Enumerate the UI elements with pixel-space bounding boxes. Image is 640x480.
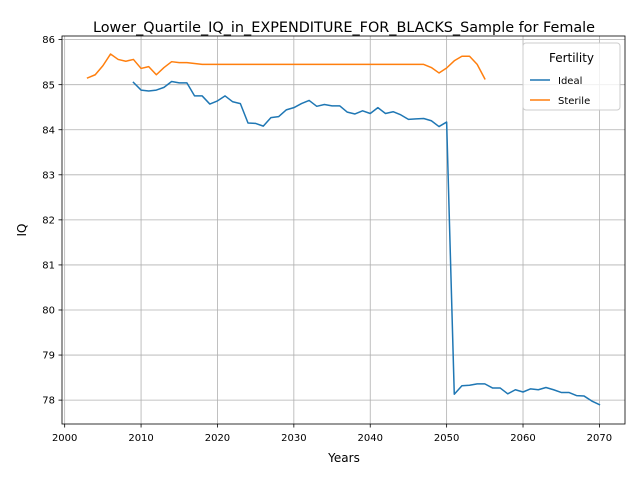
legend-entries: Ideal Sterile [530,76,590,107]
y-axis-label: IQ [15,224,29,237]
x-tick-label: 2040 [358,433,383,444]
x-axis-label: Years [327,451,360,465]
legend-label-ideal: Ideal [558,76,582,87]
x-tick-label: 2030 [281,433,306,444]
series-lines [86,53,601,406]
x-tick-label: 2000 [52,433,77,444]
y-tick-label: 85 [42,80,55,91]
legend-box [522,42,621,111]
legend-title: Fertility [549,51,594,65]
x-tick-label: 2010 [128,433,153,444]
y-tick-label: 82 [42,215,55,226]
y-tick-label: 80 [42,306,55,317]
axis-ticks: 2000 2010 2020 2030 2040 2050 2060 2070 78 79 80 81… [42,35,612,444]
y-tick-label: 84 [42,125,55,136]
x-tick-label: 2060 [510,433,535,444]
y-tick-label: 81 [42,261,55,272]
legend-label-sterile: Sterile [558,96,590,107]
y-tick-label: 86 [42,35,55,46]
x-tick-label: 2070 [587,433,612,444]
series-line-sterile [86,53,486,80]
x-tick-label: 2050 [434,433,459,444]
y-tick-label: 83 [42,170,55,181]
legend: Fertility Ideal Sterile [522,42,621,111]
chart-title: Lower_Quartile_IQ_in_EXPENDITURE_FOR_BLA… [93,20,595,36]
y-tick-label: 78 [42,396,55,407]
y-tick-label: 79 [42,351,55,362]
series-line-ideal [132,80,601,406]
plot-frame [61,35,626,425]
x-tick-label: 2020 [205,433,230,444]
